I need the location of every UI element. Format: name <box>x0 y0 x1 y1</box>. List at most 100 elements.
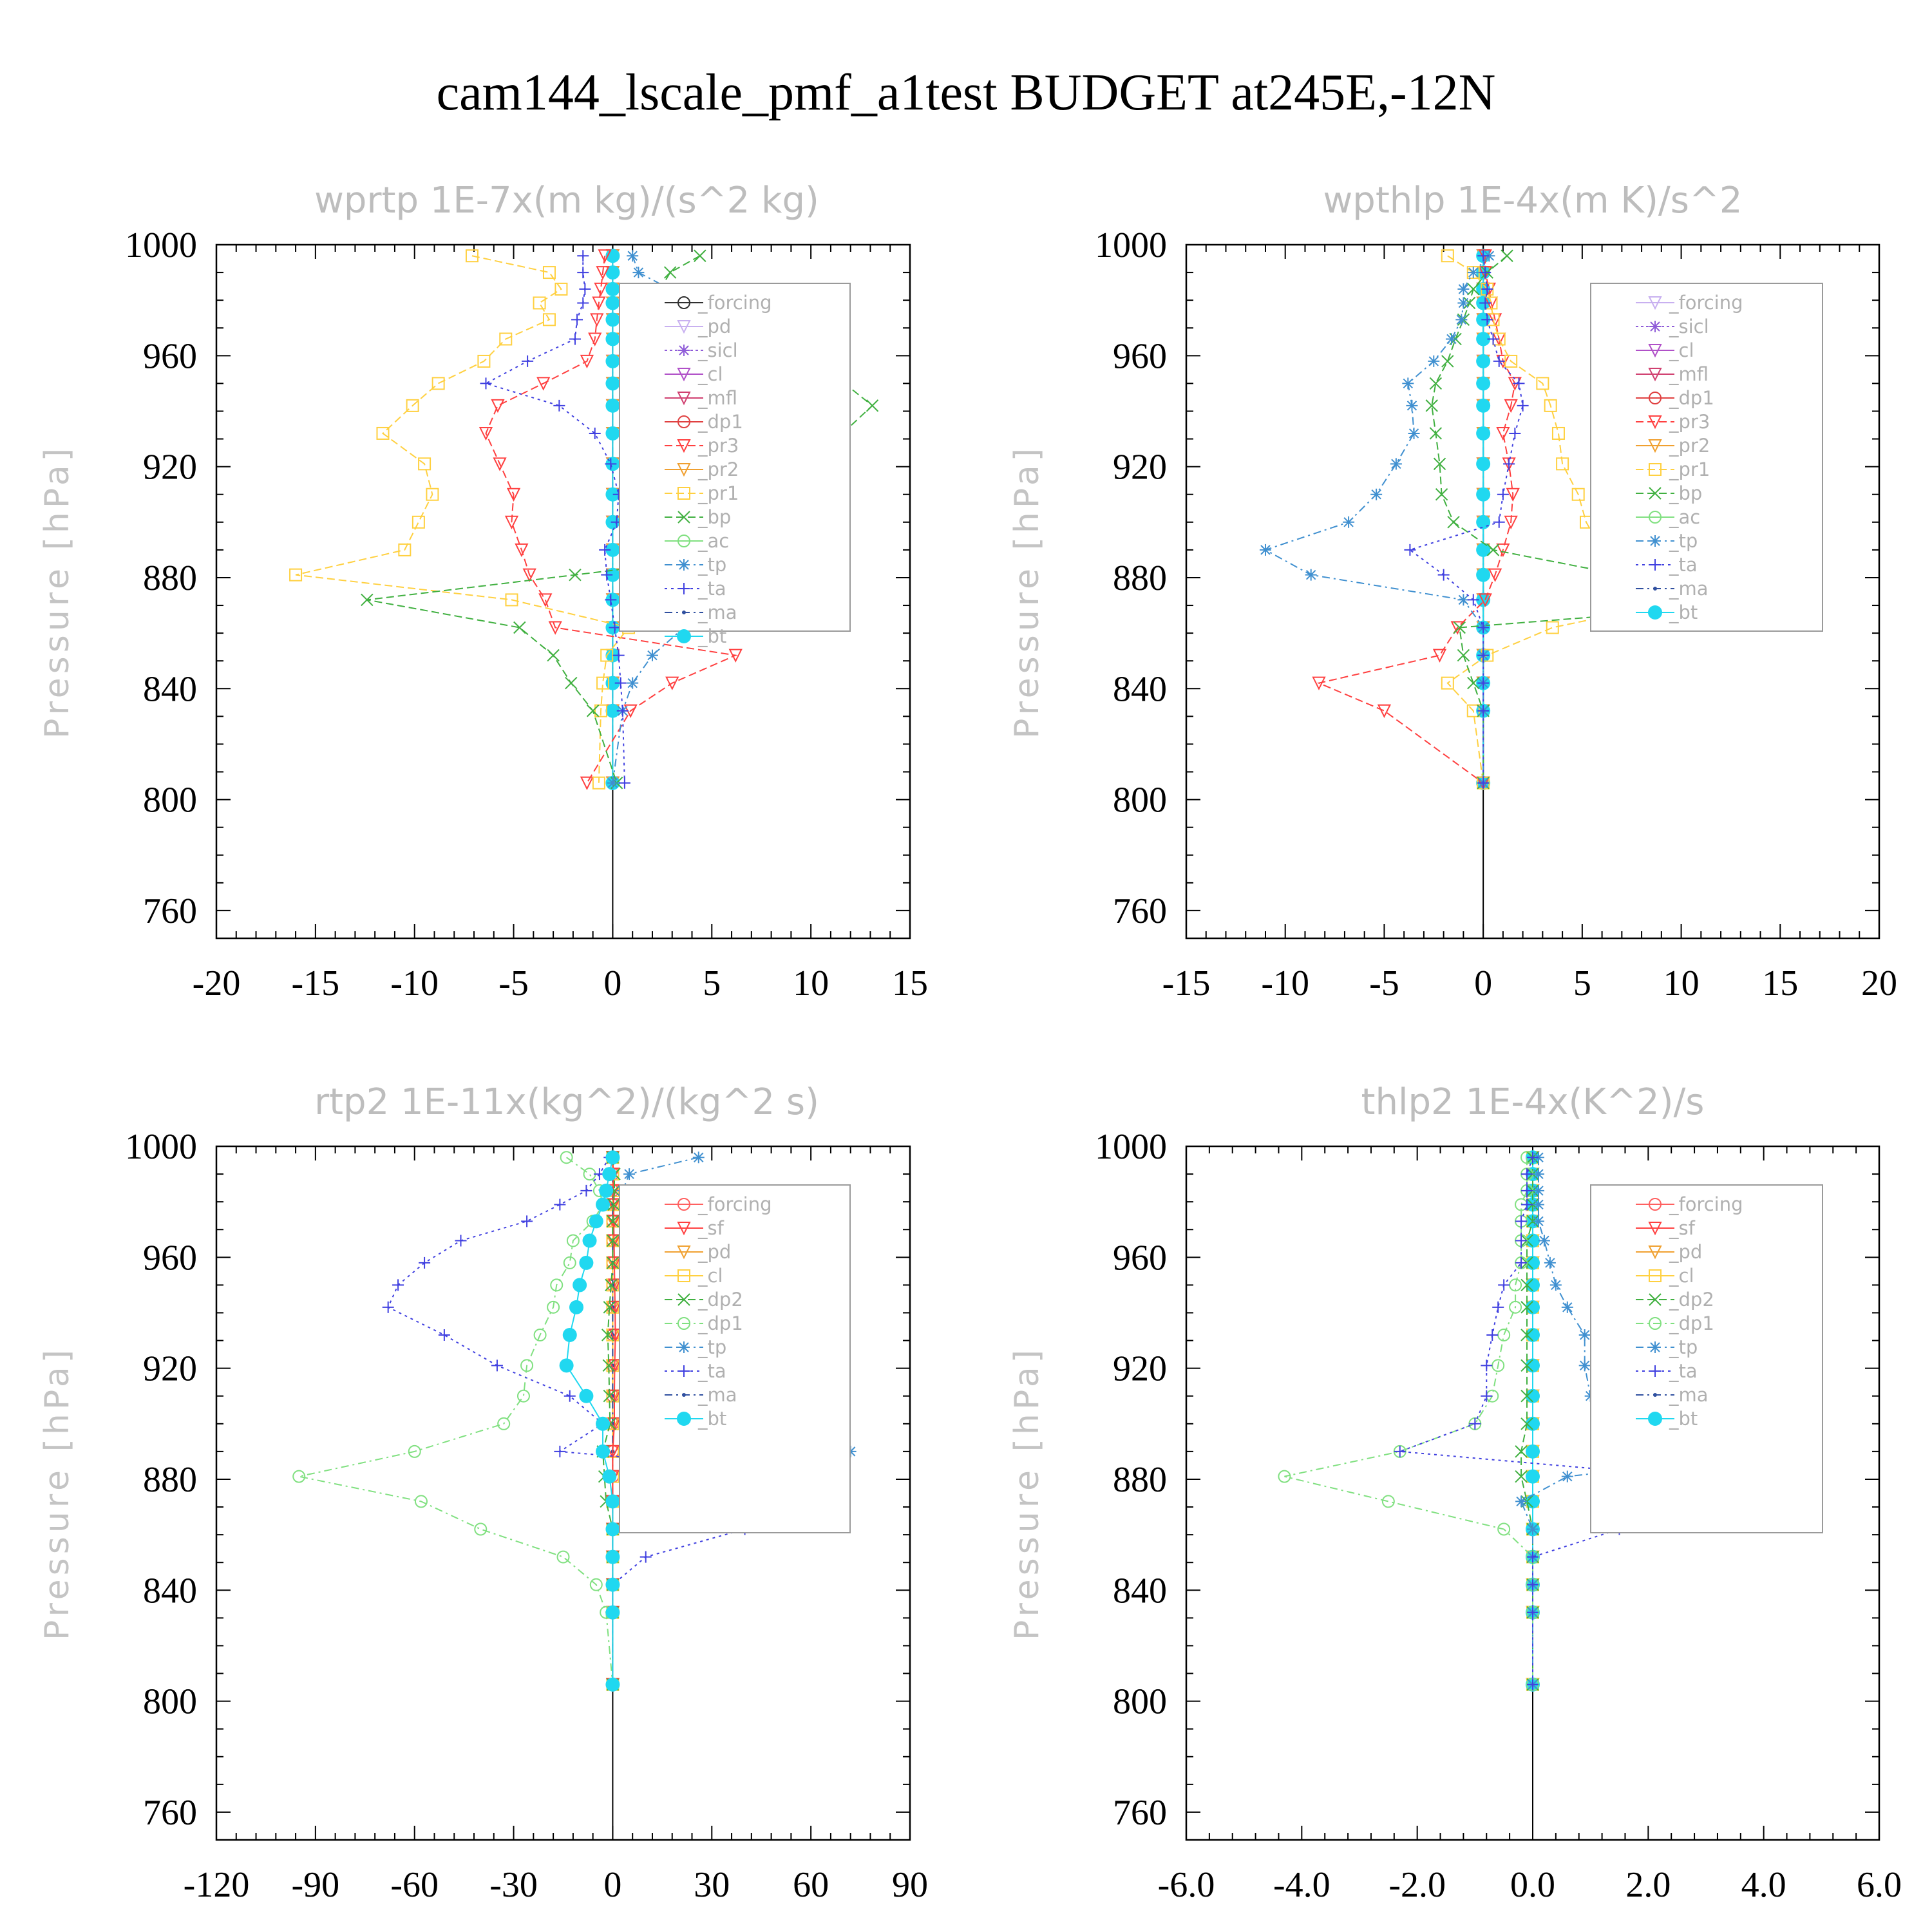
data-point <box>414 1495 428 1508</box>
data-point <box>639 1551 652 1563</box>
y-tick-label: 840 <box>1113 669 1167 709</box>
data-point <box>605 312 620 327</box>
legend-marker <box>1649 463 1662 476</box>
legend-marker <box>1649 321 1661 332</box>
data-point <box>1278 1470 1291 1483</box>
data-point <box>1477 705 1490 717</box>
data-point <box>1467 267 1479 279</box>
data-point <box>491 1359 503 1372</box>
data-point <box>1487 333 1499 345</box>
legend-marker <box>1649 1317 1662 1330</box>
x-tick-label: 5 <box>1573 963 1591 1003</box>
legend-entry: _dp1 <box>1636 1312 1714 1334</box>
legend-box <box>1590 1184 1823 1533</box>
data-point <box>1457 649 1470 662</box>
legend-entry: _sf <box>1636 1217 1696 1239</box>
series-line <box>1264 255 1490 783</box>
plot-frame <box>215 243 911 940</box>
data-point <box>565 676 578 690</box>
legend-marker <box>1649 1341 1661 1353</box>
data-point <box>1486 544 1500 556</box>
data-point <box>1406 399 1418 412</box>
data-point <box>1515 1470 1528 1483</box>
legend-label: _bt <box>697 625 726 647</box>
data-point <box>1544 399 1557 412</box>
data-point <box>1526 1358 1540 1373</box>
data-point <box>1526 1278 1540 1293</box>
data-point <box>596 676 610 690</box>
x-tick-label: 4.0 <box>1741 1865 1786 1905</box>
legend-entry: _sicl <box>1636 316 1709 337</box>
data-point <box>1527 1578 1539 1591</box>
data-point <box>474 1522 488 1536</box>
legend-marker <box>1648 1412 1662 1426</box>
series-line <box>1431 255 1812 783</box>
legend-marker <box>1649 1269 1662 1282</box>
plot-area <box>1278 1146 1799 1840</box>
data-point <box>866 399 879 412</box>
legend-entry: _ma <box>665 601 737 623</box>
data-point <box>550 1278 564 1292</box>
legend-entry: _ma <box>1636 1384 1709 1406</box>
legend-marker <box>678 559 690 571</box>
data-point <box>1483 250 1495 262</box>
data-point <box>569 333 581 345</box>
data-point <box>632 267 645 279</box>
data-point <box>607 1234 621 1248</box>
data-point <box>605 398 620 413</box>
axis-ticks <box>216 1146 911 1841</box>
data-point <box>548 621 562 635</box>
data-point <box>406 399 419 412</box>
x-tick-label: -15 <box>1162 963 1211 1003</box>
legend-marker <box>1648 344 1662 358</box>
data-point <box>1515 1445 1528 1458</box>
data-point <box>1476 515 1491 529</box>
legend-label: _tp <box>697 554 726 576</box>
data-point <box>603 1301 616 1314</box>
data-point <box>612 649 625 661</box>
legend-label: _forcing <box>697 1193 772 1215</box>
data-point <box>573 1278 587 1293</box>
data-point <box>599 1183 614 1198</box>
legend-marker <box>677 1317 690 1330</box>
data-point <box>1479 297 1492 309</box>
data-point <box>1402 377 1414 390</box>
data-point <box>1549 1279 1562 1291</box>
data-point <box>376 426 390 440</box>
data-point <box>592 776 605 790</box>
data-point <box>605 487 620 502</box>
legend-label: _pr1 <box>1669 459 1710 480</box>
plot-frame <box>1185 243 1880 940</box>
legend-marker <box>1649 511 1662 524</box>
legend-marker <box>677 535 690 547</box>
data-point <box>554 282 568 296</box>
data-point <box>1478 593 1492 607</box>
data-point <box>542 266 556 279</box>
data-point <box>586 705 600 717</box>
data-point <box>1394 1445 1406 1457</box>
legend-entry: _bp <box>665 506 731 528</box>
data-point <box>579 1255 594 1270</box>
data-point <box>1476 426 1491 440</box>
data-point <box>289 568 303 582</box>
y-axis-label: Pressure [hPa] <box>38 1346 77 1640</box>
data-point <box>1501 249 1513 262</box>
data-point <box>1526 1300 1540 1314</box>
legend-entry: _cl <box>665 363 723 385</box>
data-point <box>562 1327 577 1342</box>
y-tick-label: 1000 <box>125 225 197 265</box>
legend-label: _dp1 <box>697 1312 743 1334</box>
legend-label: _forcing <box>1669 292 1743 314</box>
data-point <box>1509 1300 1522 1314</box>
legend-entry: _mfl <box>1636 363 1709 385</box>
y-tick-label: 760 <box>143 891 197 931</box>
y-tick-label: 920 <box>1113 448 1167 488</box>
legend-marker <box>678 1341 690 1353</box>
y-tick-label: 960 <box>1113 336 1167 376</box>
legend-label: _pr3 <box>1669 411 1710 433</box>
data-point <box>583 1168 596 1181</box>
legend-marker <box>1648 1222 1662 1236</box>
data-point <box>1435 488 1448 501</box>
legend-label: _forcing <box>1669 1193 1743 1215</box>
data-point <box>606 1256 620 1269</box>
